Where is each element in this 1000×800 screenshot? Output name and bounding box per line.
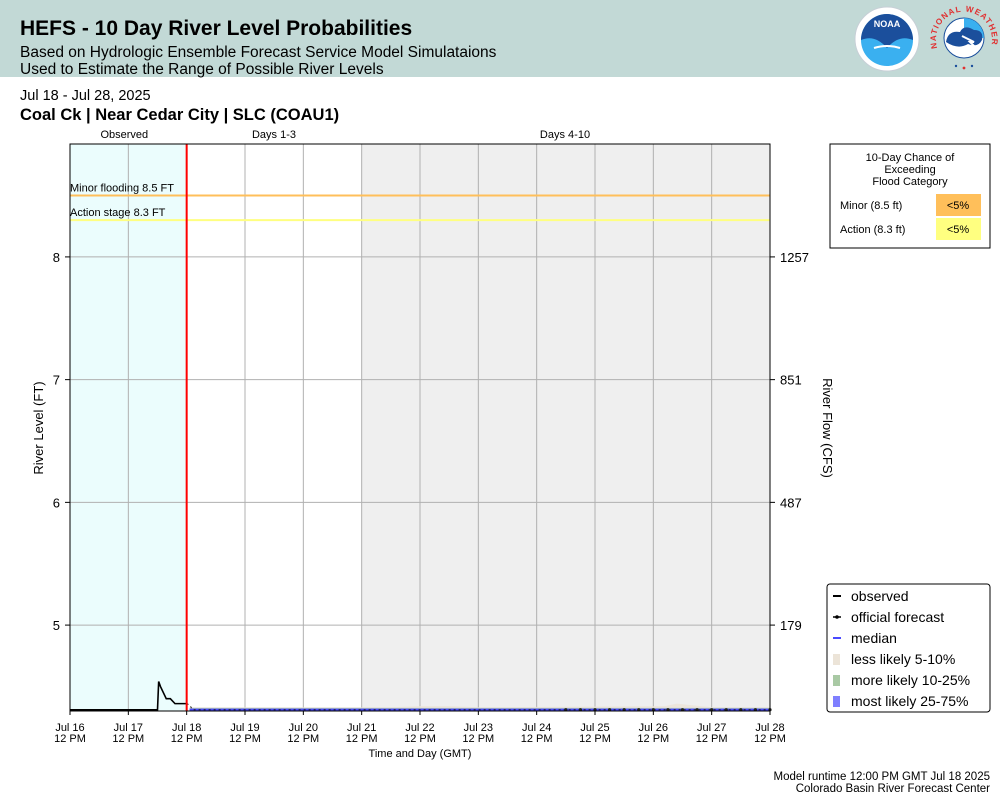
legend-label: median — [851, 630, 897, 646]
legend-label: most likely 25-75% — [851, 693, 969, 709]
x-tick-label: Jul 24 — [522, 722, 551, 734]
official-forecast-line — [186, 703, 770, 711]
exceedance-swatch — [936, 194, 981, 216]
x-tick-label: 12 PM — [579, 733, 611, 745]
section-label: Observed — [100, 129, 148, 141]
x-tick-label: Jul 27 — [697, 722, 726, 734]
legend-swatch-band — [833, 696, 840, 707]
exceedance-row-value: <5% — [947, 200, 970, 212]
threshold-label: Action stage 8.3 FT — [70, 207, 166, 219]
x-axis-title: Time and Day (GMT) — [369, 748, 472, 760]
y-tick-label: 6 — [53, 495, 60, 510]
threshold-label: Minor flooding 8.5 FT — [70, 183, 174, 195]
y-tick-label: 7 — [53, 373, 60, 388]
location-title: Coal Ck | Near Cedar City | SLC (COAU1) — [20, 106, 340, 124]
x-tick-label: Jul 18 — [172, 722, 201, 734]
x-tick-label: Jul 20 — [289, 722, 318, 734]
y2-tick-label: 179 — [780, 618, 802, 633]
legend-label: less likely 5-10% — [851, 651, 955, 667]
x-tick-label: 12 PM — [462, 733, 494, 745]
x-tick-label: Jul 19 — [230, 722, 259, 734]
x-tick-label: 12 PM — [521, 733, 553, 745]
exceedance-row-label: Minor (8.5 ft) — [840, 200, 902, 212]
header-banner — [0, 0, 1000, 77]
x-tick-label: 12 PM — [54, 733, 86, 745]
observed-line — [70, 681, 187, 711]
legend-swatch-band — [833, 675, 840, 686]
lightning-icon — [961, 35, 979, 51]
legend-swatch-forecast-point — [835, 615, 839, 619]
section-label: Days 4-10 — [540, 129, 590, 141]
nws-logo[interactable]: NATIONAL WEATHER SERVICE — [928, 2, 1000, 74]
noaa-logo-text: NOAA — [874, 19, 901, 29]
x-tick-label: Jul 23 — [464, 722, 493, 734]
legend-box — [826, 583, 991, 713]
x-tick-label: 12 PM — [287, 733, 319, 745]
model-runtime: Model runtime 12:00 PM GMT Jul 18 2025 — [773, 771, 990, 783]
x-tick-label: 12 PM — [637, 733, 669, 745]
x-tick-label: Jul 21 — [347, 722, 376, 734]
page-title: HEFS - 10 Day River Level Probabilities — [20, 17, 413, 40]
exceedance-title: Flood Category — [872, 176, 948, 188]
x-tick-label: 12 PM — [229, 733, 261, 745]
x-tick-label: Jul 17 — [114, 722, 143, 734]
x-tick-label: Jul 25 — [580, 722, 609, 734]
exceedance-row-value: <5% — [947, 224, 970, 236]
exceedance-title: Exceeding — [884, 164, 935, 176]
noaa-logo-bird — [861, 14, 913, 48]
x-tick-label: Jul 28 — [755, 722, 784, 734]
y-tick-label: 8 — [53, 250, 60, 265]
exceedance-row-label: Action (8.3 ft) — [840, 224, 905, 236]
section-label: Days 1-3 — [252, 129, 296, 141]
legend-label: official forecast — [851, 609, 944, 625]
x-tick-label: Jul 22 — [405, 722, 434, 734]
y2-tick-label: 487 — [780, 495, 802, 510]
page-subtitle-1: Based on Hydrologic Ensemble Forecast Se… — [20, 44, 497, 61]
legend-label: more likely 10-25% — [851, 672, 970, 688]
y2-tick-label: 1257 — [780, 250, 809, 265]
y2-tick-label: 851 — [780, 373, 802, 388]
x-tick-label: 12 PM — [171, 733, 203, 745]
x-tick-label: 12 PM — [112, 733, 144, 745]
x-tick-label: 12 PM — [696, 733, 728, 745]
days-4-10-region — [361, 144, 770, 711]
exceedance-title: 10-Day Chance of — [866, 152, 956, 164]
x-tick-label: 12 PM — [404, 733, 436, 745]
exceedance-swatch — [936, 218, 981, 240]
x-tick-label: 12 PM — [346, 733, 378, 745]
y2-axis-title: River Flow (CFS) — [820, 378, 835, 478]
date-range: Jul 18 - Jul 28, 2025 — [20, 88, 151, 104]
legend-swatch-band — [833, 654, 840, 665]
legend-label: observed — [851, 588, 909, 604]
x-tick-label: 12 PM — [754, 733, 786, 745]
forecast-center: Colorado Basin River Forecast Center — [795, 783, 990, 795]
y-tick-label: 5 — [53, 618, 60, 633]
noaa-logo[interactable]: NOAA — [852, 4, 922, 74]
page-subtitle-2: Used to Estimate the Range of Possible R… — [20, 61, 384, 78]
y-axis-title: River Level (FT) — [31, 381, 46, 474]
x-tick-label: Jul 16 — [55, 722, 84, 734]
x-tick-label: Jul 26 — [639, 722, 668, 734]
